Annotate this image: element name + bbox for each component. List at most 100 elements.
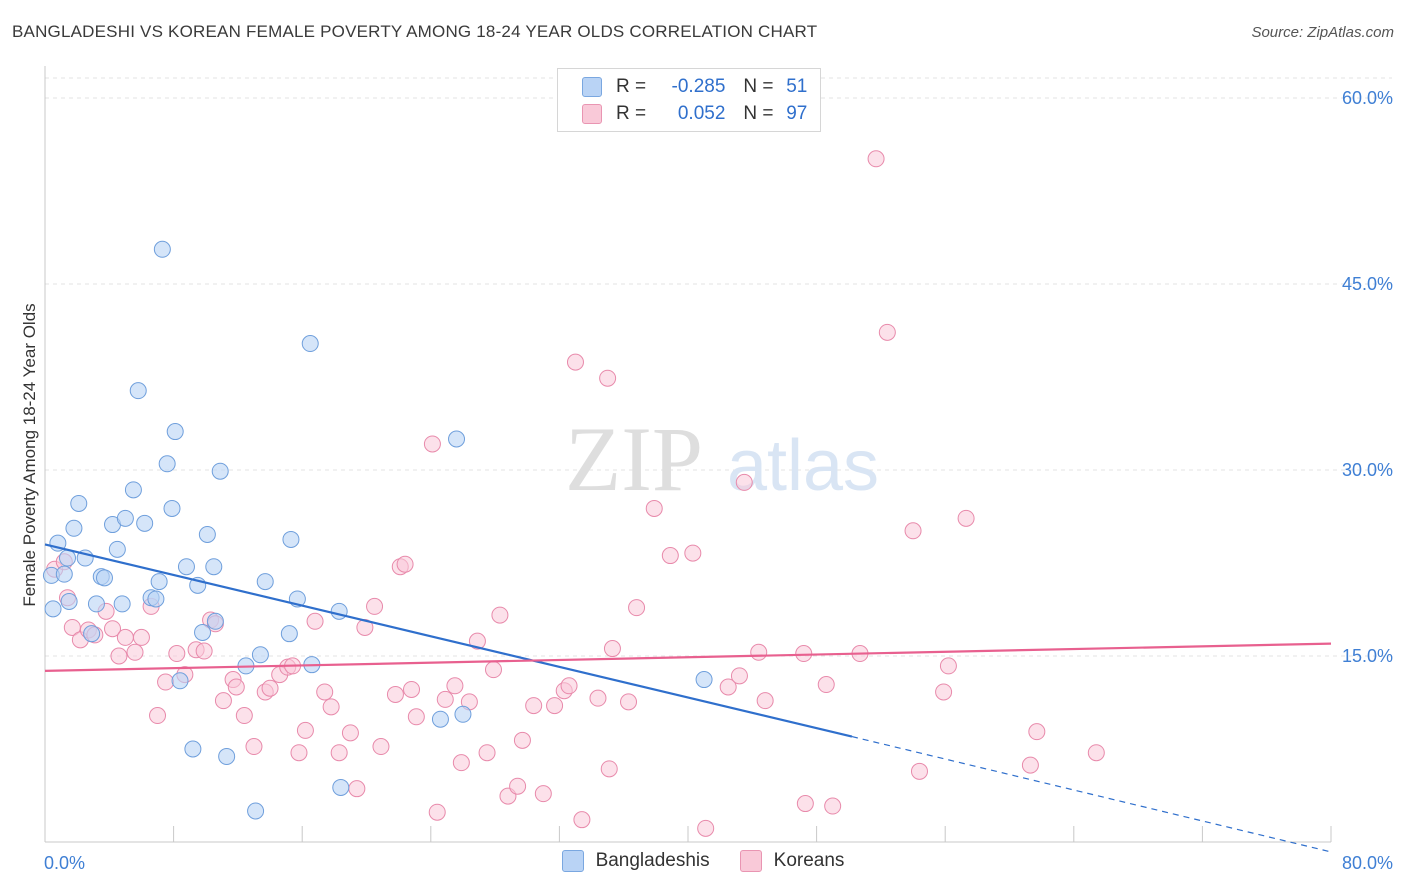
bangladeshi-point [136,514,154,532]
korean-point [214,692,232,710]
korean-point [697,819,715,837]
korean-point [110,647,128,665]
n-label: N = [743,76,774,97]
legend-item-koreans: Koreans [739,850,845,872]
korean-point [735,473,753,491]
korean-point [513,731,531,749]
bangladeshi-point [171,672,189,690]
korean-point [566,353,584,371]
bangladeshi-point [184,740,202,758]
korean-point [316,683,334,701]
bangladeshi-point [124,481,142,499]
bangladeshi-point [166,423,184,441]
korean-point [403,680,421,698]
korean-point [104,620,122,638]
bangladeshi-point [205,558,223,576]
korean-point [407,708,425,726]
axis-labels: 15.0% 30.0% 45.0% 60.0% 0.0% 80.0% Female Pove… [20,88,1393,873]
korean-point [348,780,366,798]
bangladeshi-trend-line [44,543,853,738]
korean-point [452,754,470,772]
legend-label-bangladeshis: Bangladeshis [595,850,710,871]
source-label: Source: ZipAtlas.com [1251,24,1394,41]
korean-point [750,643,768,661]
korean-point [366,597,384,615]
legend-swatch-pink [582,104,602,124]
korean-point [396,555,414,573]
korean-point [599,369,617,387]
bangladeshi-point [695,671,713,689]
korean-point [116,628,134,646]
y-tick-label: 30.0% [1342,460,1393,480]
korean-point [1087,744,1105,762]
korean-point [168,645,186,663]
watermark-zip: ZIP [565,408,703,510]
bangladeshi-point [330,602,348,620]
bangladeshi-point [95,569,113,587]
korean-point [306,612,324,630]
legend-label-koreans: Koreans [773,850,845,871]
bangladeshi-point [158,455,176,473]
legend-swatch-blue [582,77,602,97]
korean-point [525,697,543,715]
bangladeshi-point [454,705,472,723]
korean-point [149,707,167,725]
korean-point [446,677,464,695]
korean-point [910,762,928,780]
korean-point [628,599,646,617]
bangladeshi-point [150,573,168,591]
y-tick-label: 15.0% [1342,646,1393,666]
korean-point [386,685,404,703]
korean-point [509,777,527,795]
korean-point [290,744,308,762]
korean-point [245,738,263,756]
chart-title: BANGLADESHI VS KOREAN FEMALE POVERTY AMO… [12,22,818,41]
korean-point [126,643,144,661]
korean-point [684,544,702,562]
korean-trend-line [44,642,1332,672]
trend-lines [44,543,1332,853]
bangladeshi-point [44,600,62,618]
korean-point [546,697,564,715]
bangladeshi-point [198,525,216,543]
x-tick-label: 80.0% [1342,853,1393,873]
korean-point [957,509,975,527]
n-value: 51 [786,76,808,97]
korean-point [560,677,578,695]
korean-point [132,628,150,646]
korean-point [330,744,348,762]
bangladeshi-point [251,646,269,664]
bangladeshi-point [108,540,126,558]
bangladeshi-point [59,549,77,567]
bangladeshi-point [448,430,466,448]
korean-point [878,323,896,341]
bangladeshi-point [218,747,236,765]
korean-point [157,673,175,691]
bangladeshi-point [55,565,73,583]
korean-point [824,797,842,815]
korean-point [478,744,496,762]
r-label: R = [616,103,647,124]
korean-point [423,435,441,453]
bangladeshi-point [129,382,147,400]
bangladeshi-point [206,612,224,630]
y-tick-label: 45.0% [1342,274,1393,294]
bangladeshi-point [70,494,88,512]
korean-point [235,707,253,725]
korean-point [468,632,486,650]
korean-point [589,689,607,707]
bangladeshi-point [301,335,319,353]
bangladeshi-point [60,592,78,610]
bangladeshi-point [116,509,134,527]
korean-point [661,547,679,565]
bangladeshi-point [431,710,449,728]
korean-point [296,721,314,739]
korean-point [939,657,957,675]
korean-point [372,738,390,756]
bangladeshi-point [113,595,131,613]
n-label: N = [743,103,774,124]
korean-point [719,678,737,696]
korean-point [796,795,814,813]
bangladeshi-point [194,623,212,641]
korean-point [867,150,885,168]
